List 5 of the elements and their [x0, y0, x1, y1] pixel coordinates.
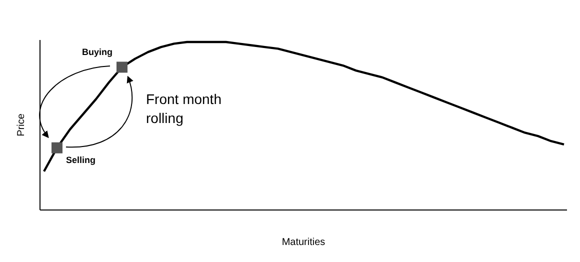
y-axis-title: Price	[16, 113, 27, 136]
annotation: Buying	[82, 47, 112, 57]
annotation: Front month rolling	[146, 91, 222, 126]
annotation: Selling	[66, 155, 96, 165]
x-axis-title: Maturities	[282, 237, 326, 248]
